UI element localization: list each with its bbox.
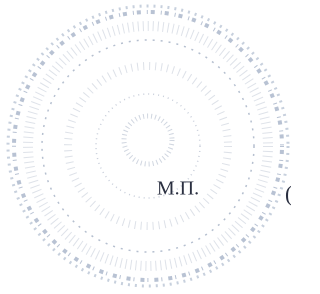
edge-text: (: [285, 181, 291, 206]
stamp-label: М.П.: [157, 178, 199, 200]
inner-lettering: [68, 66, 228, 226]
stamp-seal: [8, 6, 288, 286]
outer-ring-inner: [14, 12, 282, 280]
middle-ring: [42, 40, 254, 252]
stamp-image: М.П. (: [0, 0, 291, 294]
center-emblem: [124, 116, 172, 164]
outer-ring: [8, 6, 288, 286]
